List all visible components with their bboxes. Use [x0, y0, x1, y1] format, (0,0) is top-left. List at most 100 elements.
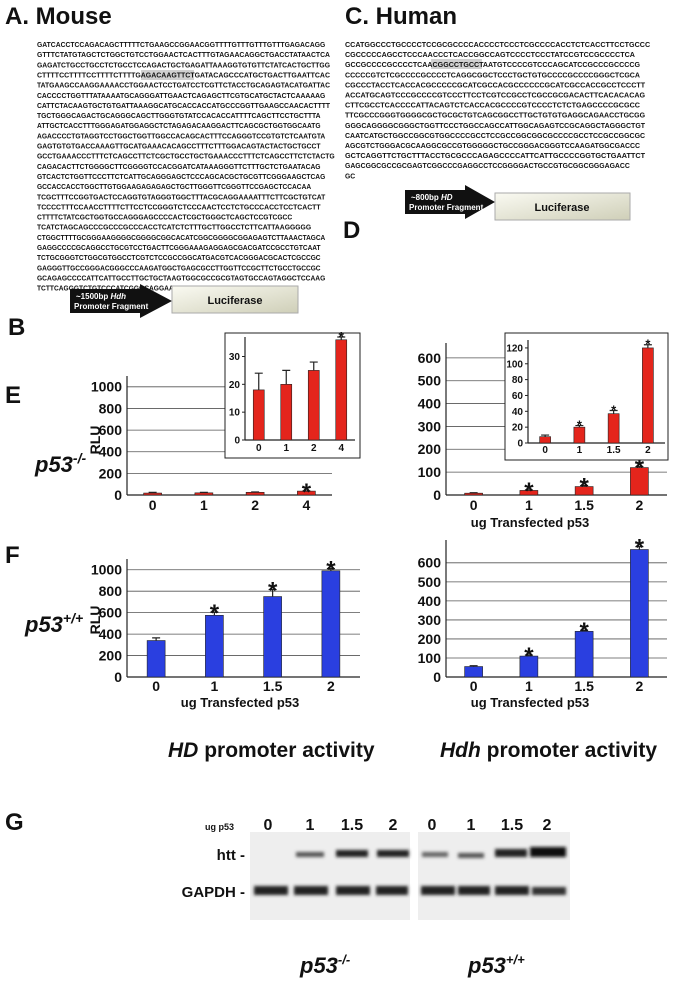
y-tick-label: 60	[512, 391, 524, 402]
bar	[630, 549, 649, 678]
x-tick-label: 0	[542, 445, 548, 456]
x-axis-label: ug Transfected p53	[471, 515, 589, 530]
sequence-line: CCATGGCCCTGCCCCTCCGCGCCCCACCCCTCCCTCGCCC…	[345, 42, 650, 49]
y-tick-label: 30	[229, 352, 241, 363]
bar-chart: 0 100 200 300 400 500 600 0 * 1 * 1.5 * 2 ug Transfect…	[418, 534, 667, 710]
sequence-line: CTTCGCCTCACCCCATTACAGTCTCACCACGCCCCGTCCC…	[345, 103, 640, 110]
sequence-line: TCCCCTTTCCAACCTTTTCTTCCTCCGGGTCTCCCAACTC…	[37, 204, 321, 211]
sequence-line: CTGGCTTTTGCGGGAAGGGGCGGGGCGGCACATCGGCGGG…	[37, 235, 325, 242]
x-tick-label: 1	[210, 678, 218, 694]
error-bar	[643, 344, 652, 348]
lane-label: 1	[467, 817, 476, 834]
arrow-label: Promoter Fragment	[74, 302, 149, 311]
sequence-line: GCTCAGGTTCTGCTTTACCTGCGCCCAGAGCCCCATTCAT…	[345, 153, 646, 160]
y-tick-label: 600	[418, 350, 442, 366]
gene: HD	[441, 193, 453, 202]
x-tick-label: 4	[302, 497, 310, 513]
bar	[263, 596, 282, 678]
y-tick-label: 200	[418, 441, 442, 457]
x-tick-label: 2	[635, 497, 643, 513]
x-tick-label: 2	[645, 445, 651, 456]
lane-label: 2	[543, 817, 552, 834]
bar	[335, 339, 348, 441]
sequence-line: GAGTGTGTGACCAAAGTTGCATGAAACACAGCCTTTCTTT…	[37, 144, 321, 151]
x-axis-label: ug Transfected p53	[471, 695, 589, 710]
sequence-line: ATTGCTCACCTTTGGGAGATGGAGGCTCTAGAGACAAGGA…	[37, 123, 321, 130]
y-tick-label: 600	[418, 555, 442, 571]
mouse-sequence: GATCACCTCCAGACAGCTTTTTCTGAAGCCGGAACGGTTT…	[37, 42, 335, 293]
sequence-line: GAGATCTGCCTGCCTCTGCCTCCAGACTGCTGAGATTAAA…	[37, 62, 331, 69]
gapdh-band	[495, 886, 529, 895]
bar	[539, 436, 551, 444]
activity-label: Hdh promoter activity	[440, 739, 657, 762]
significance-marker: *	[326, 556, 336, 583]
x-tick-label: 0	[149, 497, 157, 513]
error-bar	[282, 369, 291, 385]
reporter-label: Luciferase	[207, 295, 262, 307]
y-tick-label: 800	[99, 400, 123, 416]
x-tick-label: 0	[256, 443, 262, 454]
sequence-line: CCCCCGTCTCGCCCCGCCCCTCAGGCGGCTCCCTGCTGTG…	[345, 72, 640, 79]
arrow-label: ~1500bp Hdh	[76, 292, 126, 301]
significance-marker: *	[268, 577, 278, 604]
promoter-arrow	[70, 284, 172, 318]
error-bar	[199, 491, 208, 493]
gapdh-band	[376, 886, 408, 895]
y-tick-label: 20	[229, 380, 241, 391]
y-tick-label: 100	[418, 464, 442, 480]
htt-band	[458, 853, 484, 858]
bar	[252, 389, 265, 441]
x-tick-label: 2	[635, 678, 643, 694]
y-tick-label: 100	[506, 359, 523, 370]
y-tick-label: 120	[506, 343, 523, 354]
genotype: p53	[34, 452, 73, 477]
x-tick-label: 2	[311, 443, 317, 454]
sequence-line: TCTGCGGGTCTGGCGTGGCCTCGTCTCCGCCGGCATGACG…	[37, 255, 321, 262]
gapdh-band	[294, 886, 328, 895]
y-tick-label: 80	[512, 375, 524, 386]
sequence-line: GCAGAGCCCCATTCATTGCCTTGCTGCTAAGTGGCGCCGC…	[37, 275, 326, 282]
significance-marker: *	[339, 328, 345, 344]
reporter-label: Luciferase	[534, 202, 589, 214]
genotype: p53	[24, 612, 63, 637]
sequence-line: TCGCTTTCCGGTGACTCCAGGTGTAGGGTGGCTTTACGCA…	[37, 194, 326, 201]
sequence-line: ACCATGCAGTCCCGCCCCGTCCCTTCCTCGTCCGCCTCGC…	[345, 93, 646, 100]
bar	[245, 491, 265, 496]
bar	[307, 370, 320, 441]
panel-label: B	[8, 314, 25, 341]
luciferase-box	[494, 192, 631, 221]
significance-marker: *	[579, 473, 589, 500]
y-tick-label: 10	[229, 408, 241, 419]
x-tick-label: 1.5	[574, 497, 594, 513]
promoter-arrow	[405, 185, 495, 219]
activity-text: promoter activity	[487, 739, 658, 762]
sequence-line: CTTTTCCTTTTCCTTTTCTTTTGAGACAAGTTCTGATACA…	[37, 72, 330, 79]
bar	[280, 384, 293, 441]
y-tick-label: 200	[99, 465, 123, 481]
panel-label: E	[5, 382, 21, 409]
genotype-label: p53+/+	[467, 952, 525, 978]
y-tick-label: 0	[114, 669, 122, 685]
arrow-label: ~800bp HD	[411, 193, 453, 202]
sequence-line: TCATCTAGCAGCCCGCCCGCCCACCTCATCTCTTTGCTTG…	[37, 225, 312, 232]
gene: Hdh	[440, 739, 481, 762]
y-tick-label: 200	[418, 631, 442, 647]
sequence-line: GAGGCCCCGCAGGCCTGCGTCCTGACTTCGGGAAAGAGGA…	[37, 245, 321, 252]
gene: Hdh	[110, 292, 126, 301]
x-tick-label: 2	[327, 678, 335, 694]
gapdh-band	[336, 886, 370, 895]
blot-right	[418, 832, 570, 920]
sequence-line: CGCCCCCAGCCTCCCAACCCTCACCGGCCAGTCCCCTCCC…	[345, 52, 635, 59]
bar	[464, 492, 483, 496]
x-tick-label: 1	[577, 445, 583, 456]
luciferase-box	[171, 285, 299, 314]
x-tick-label: 1.5	[574, 678, 594, 694]
sequence-line: GGGCAGGGGCGGGCTGGTTCCCTGGCCAGCCATTGGCAGA…	[345, 123, 646, 130]
htt-band	[530, 847, 566, 857]
bar	[607, 413, 620, 444]
lane-label: 1.5	[501, 817, 523, 834]
genotype-label: p53-/-	[299, 952, 350, 978]
error-bar	[524, 654, 533, 657]
y-tick-label: 0	[433, 487, 441, 503]
